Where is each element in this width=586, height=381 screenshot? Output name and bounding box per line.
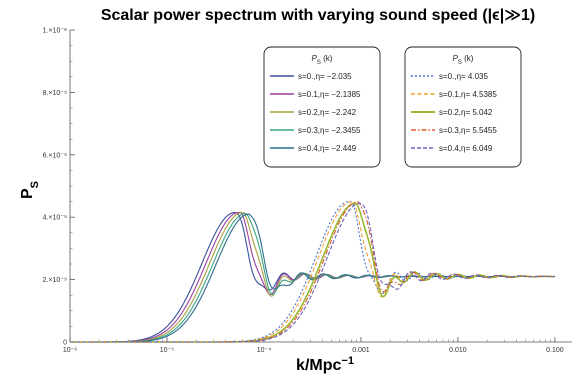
chart-title: Scalar power spectrum with varying sound… [101, 7, 535, 24]
x-axis-label: k/Mpc−1 [296, 355, 354, 374]
legend-label: s=0.,η= 4.035 [439, 72, 488, 81]
x-tick-label: 0.001 [352, 347, 370, 354]
y-tick-label: 2.×10⁻⁹ [43, 277, 67, 284]
y-axis-label: PS [19, 181, 41, 199]
legend-label: s=0.2,η= −2.242 [298, 108, 357, 117]
x-tick-label: 0.010 [449, 347, 467, 354]
legend-label: s=0.2,η= 5.042 [439, 108, 493, 117]
x-tick-label: 10⁻⁴ [257, 347, 272, 354]
legend-label: s=0.1,η= 4.5385 [439, 90, 497, 99]
y-tick-label: 4.×10⁻⁹ [43, 215, 67, 222]
legend-label: s=0.,η= −2.035 [298, 72, 352, 81]
x-tick-label: 10⁻⁵ [160, 347, 174, 354]
legend-label: s=0.3,η= −2.3455 [298, 126, 361, 135]
y-tick-label: 1.×10⁻⁸ [43, 28, 67, 35]
series-line-dashed-4 [70, 203, 555, 342]
x-tick-label: 0.100 [546, 347, 564, 354]
legend-label: s=0.4,η= −2.449 [298, 144, 357, 153]
series-layer [70, 202, 555, 343]
series-line-dashed-0 [70, 202, 555, 343]
series-line-dashed-2 [70, 203, 555, 342]
series-line-dashed-3 [70, 202, 555, 342]
legend-label: s=0.1,η= −2.1385 [298, 90, 361, 99]
legend-label: s=0.3,η= 5.5455 [439, 126, 497, 135]
y-tick-label: 6.×10⁻⁹ [43, 152, 67, 159]
legend-label: s=0.4,η= 6.049 [439, 144, 493, 153]
x-tick-label: 10⁻⁶ [63, 347, 77, 354]
series-line-dashed-1 [70, 202, 555, 343]
y-tick-label: 8.×10⁻⁹ [43, 90, 67, 97]
y-tick-label: 0 [63, 340, 67, 347]
